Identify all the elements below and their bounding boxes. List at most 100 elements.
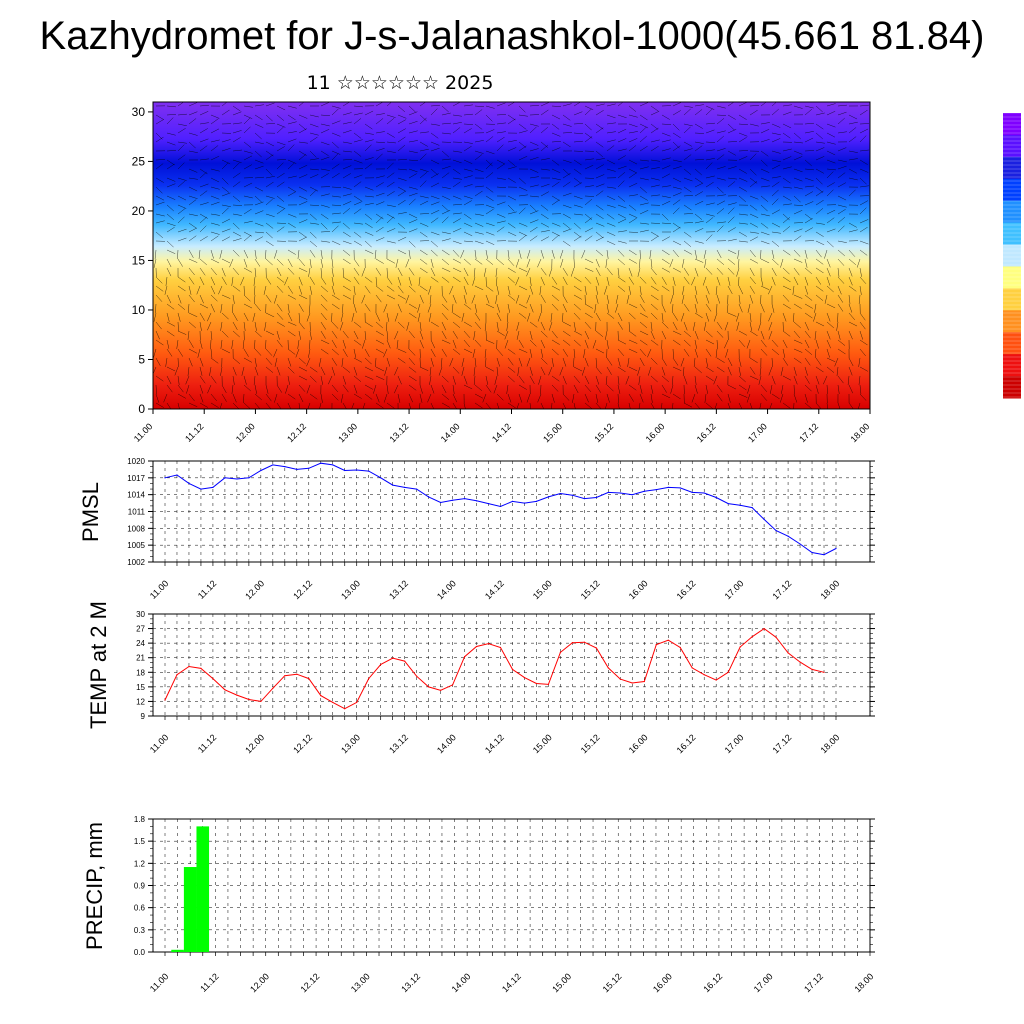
wind-barb (518, 339, 524, 348)
wind-barb (430, 173, 439, 179)
wind-barb (287, 357, 292, 367)
wind-barb (463, 195, 473, 199)
precip-label: PRECIP, mm (82, 822, 107, 950)
wind-barb (859, 393, 867, 401)
wind-barb (815, 276, 822, 285)
wind-barb (837, 204, 847, 208)
wind-barb (243, 285, 245, 295)
wind-barb (694, 200, 704, 206)
wind-barb (628, 339, 638, 344)
wind-barb (859, 240, 869, 245)
wind-barb (672, 240, 682, 246)
wind-barb (793, 105, 803, 109)
pmsl-point (583, 497, 585, 500)
wind-barb (219, 402, 223, 409)
wind-barb (177, 113, 187, 116)
wind-barb (540, 230, 550, 233)
wind-barb (715, 348, 718, 358)
wind-barb (177, 285, 186, 292)
pmsl-point (571, 494, 573, 496)
wind-barb (177, 237, 187, 242)
wind-barb (254, 222, 264, 227)
temp-point (763, 627, 765, 630)
wind-barb (441, 209, 451, 215)
wind-barb (408, 249, 411, 259)
wind-barb (507, 276, 515, 284)
wind-barb (353, 267, 360, 276)
wind-barb (826, 312, 831, 322)
wind-barb (573, 222, 581, 230)
wind-barb (429, 294, 432, 304)
pmsl-point (595, 496, 597, 499)
wind-barb (617, 138, 627, 143)
wind-barb (265, 181, 274, 188)
wind-barb (353, 258, 360, 267)
wind-barb (583, 348, 586, 358)
wind-barb (793, 393, 798, 403)
wind-barb (265, 240, 274, 247)
wind-barb (716, 177, 726, 181)
wind-barb (197, 348, 201, 358)
precip-x-tick-label: 16.12 (701, 971, 724, 994)
wind-barb (408, 303, 417, 309)
wind-barb (320, 222, 328, 230)
wind-barb (705, 303, 712, 312)
wind-barb (449, 357, 454, 367)
wind-barb (463, 294, 467, 304)
heatmap-y-tick-label: 15 (132, 253, 146, 267)
wind-barb (738, 222, 748, 225)
wind-barb (243, 384, 251, 392)
wind-barb (199, 202, 209, 206)
pmsl-point (439, 501, 442, 504)
wind-barb (452, 312, 461, 319)
wind-barb (529, 210, 539, 215)
wind-barb (463, 375, 468, 385)
wind-barb (177, 141, 187, 144)
wind-barb (727, 227, 736, 233)
precip-x-tick-label: 15.00 (550, 971, 573, 994)
wind-barb (859, 384, 862, 394)
wind-barb (815, 168, 825, 174)
wind-barb (342, 173, 351, 179)
wind-barb (153, 312, 157, 322)
wind-barb (485, 195, 494, 202)
wind-barb (716, 166, 726, 170)
wind-barb (694, 375, 697, 385)
wind-barb (188, 102, 198, 107)
wind-barb (551, 123, 560, 130)
wind-barb (628, 204, 637, 211)
wind-barb (254, 357, 257, 367)
wind-barb (163, 393, 168, 403)
wind-barb (177, 357, 179, 367)
wind-barb (848, 402, 854, 409)
wind-barb (375, 330, 384, 336)
wind-barb (617, 204, 627, 209)
wind-barb (452, 384, 455, 394)
wind-barb (364, 139, 374, 143)
wind-barb (837, 117, 845, 125)
wind-barb (681, 294, 685, 304)
wind-barb (463, 231, 473, 237)
wind-barb (672, 267, 682, 273)
wind-barb (749, 312, 752, 322)
wind-barb (342, 258, 351, 265)
wind-barb (254, 123, 264, 128)
wind-barb (177, 384, 184, 393)
wind-barb (705, 149, 715, 152)
temp-x-tick-label: 15.00 (531, 732, 554, 755)
wind-barb (639, 210, 649, 215)
wind-barb (153, 258, 157, 268)
wind-barb (694, 132, 704, 134)
wind-barb (551, 195, 560, 201)
wind-barb (276, 339, 283, 348)
wind-barb (177, 144, 185, 152)
wind-barb (694, 145, 703, 152)
wind-barb (485, 186, 494, 193)
wind-barb (859, 128, 869, 134)
wind-barb (375, 113, 385, 116)
wind-barb (298, 303, 304, 312)
wind-barb (452, 127, 461, 134)
wind-barb (441, 348, 447, 357)
wind-barb (804, 185, 814, 188)
wind-barb (408, 219, 418, 224)
